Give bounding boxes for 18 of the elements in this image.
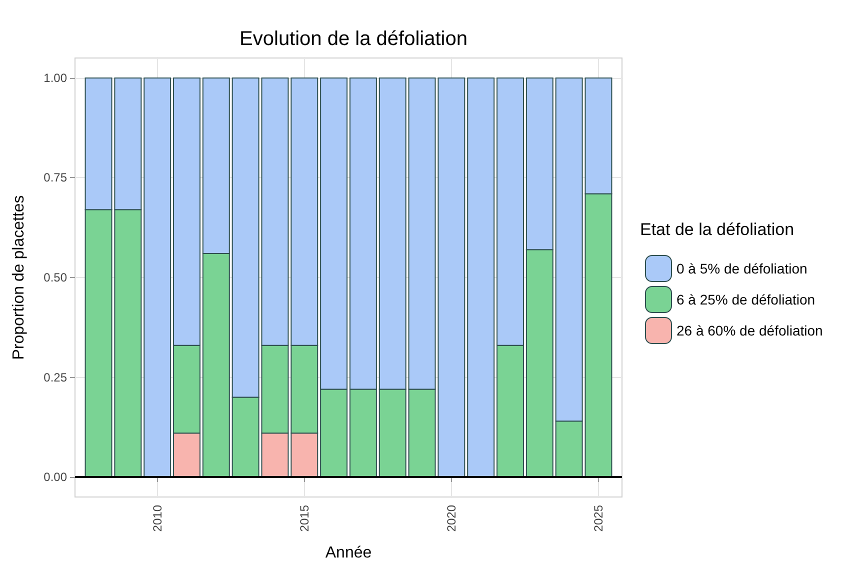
chart-title: Evolution de la défoliation [240,28,468,50]
legend-title: Etat de la défoliation [640,220,794,239]
y-axis-title: Proportion de placettes [10,195,28,360]
y-tick-label: 0.00 [44,470,68,484]
y-tick-label: 0.25 [44,370,68,384]
y-tick-label: 1.00 [44,70,68,85]
x-tick-label: 2010 [150,504,164,532]
legend-label: 0 à 5% de défoliation [676,260,808,276]
legend-label: 6 à 25% de défoliation [676,292,816,308]
bar [467,77,495,478]
y-tick-label: 0.50 [44,270,68,284]
x-tick-label: 2020 [444,504,458,532]
legend-label: 26 à 60% de défoliation [676,322,823,338]
x-tick-label: 2025 [591,504,606,532]
y-tick-label: 0.75 [44,170,68,185]
bar [144,77,172,478]
x-axis-title: Année [325,544,372,562]
x-tick-label: 2015 [297,504,312,532]
